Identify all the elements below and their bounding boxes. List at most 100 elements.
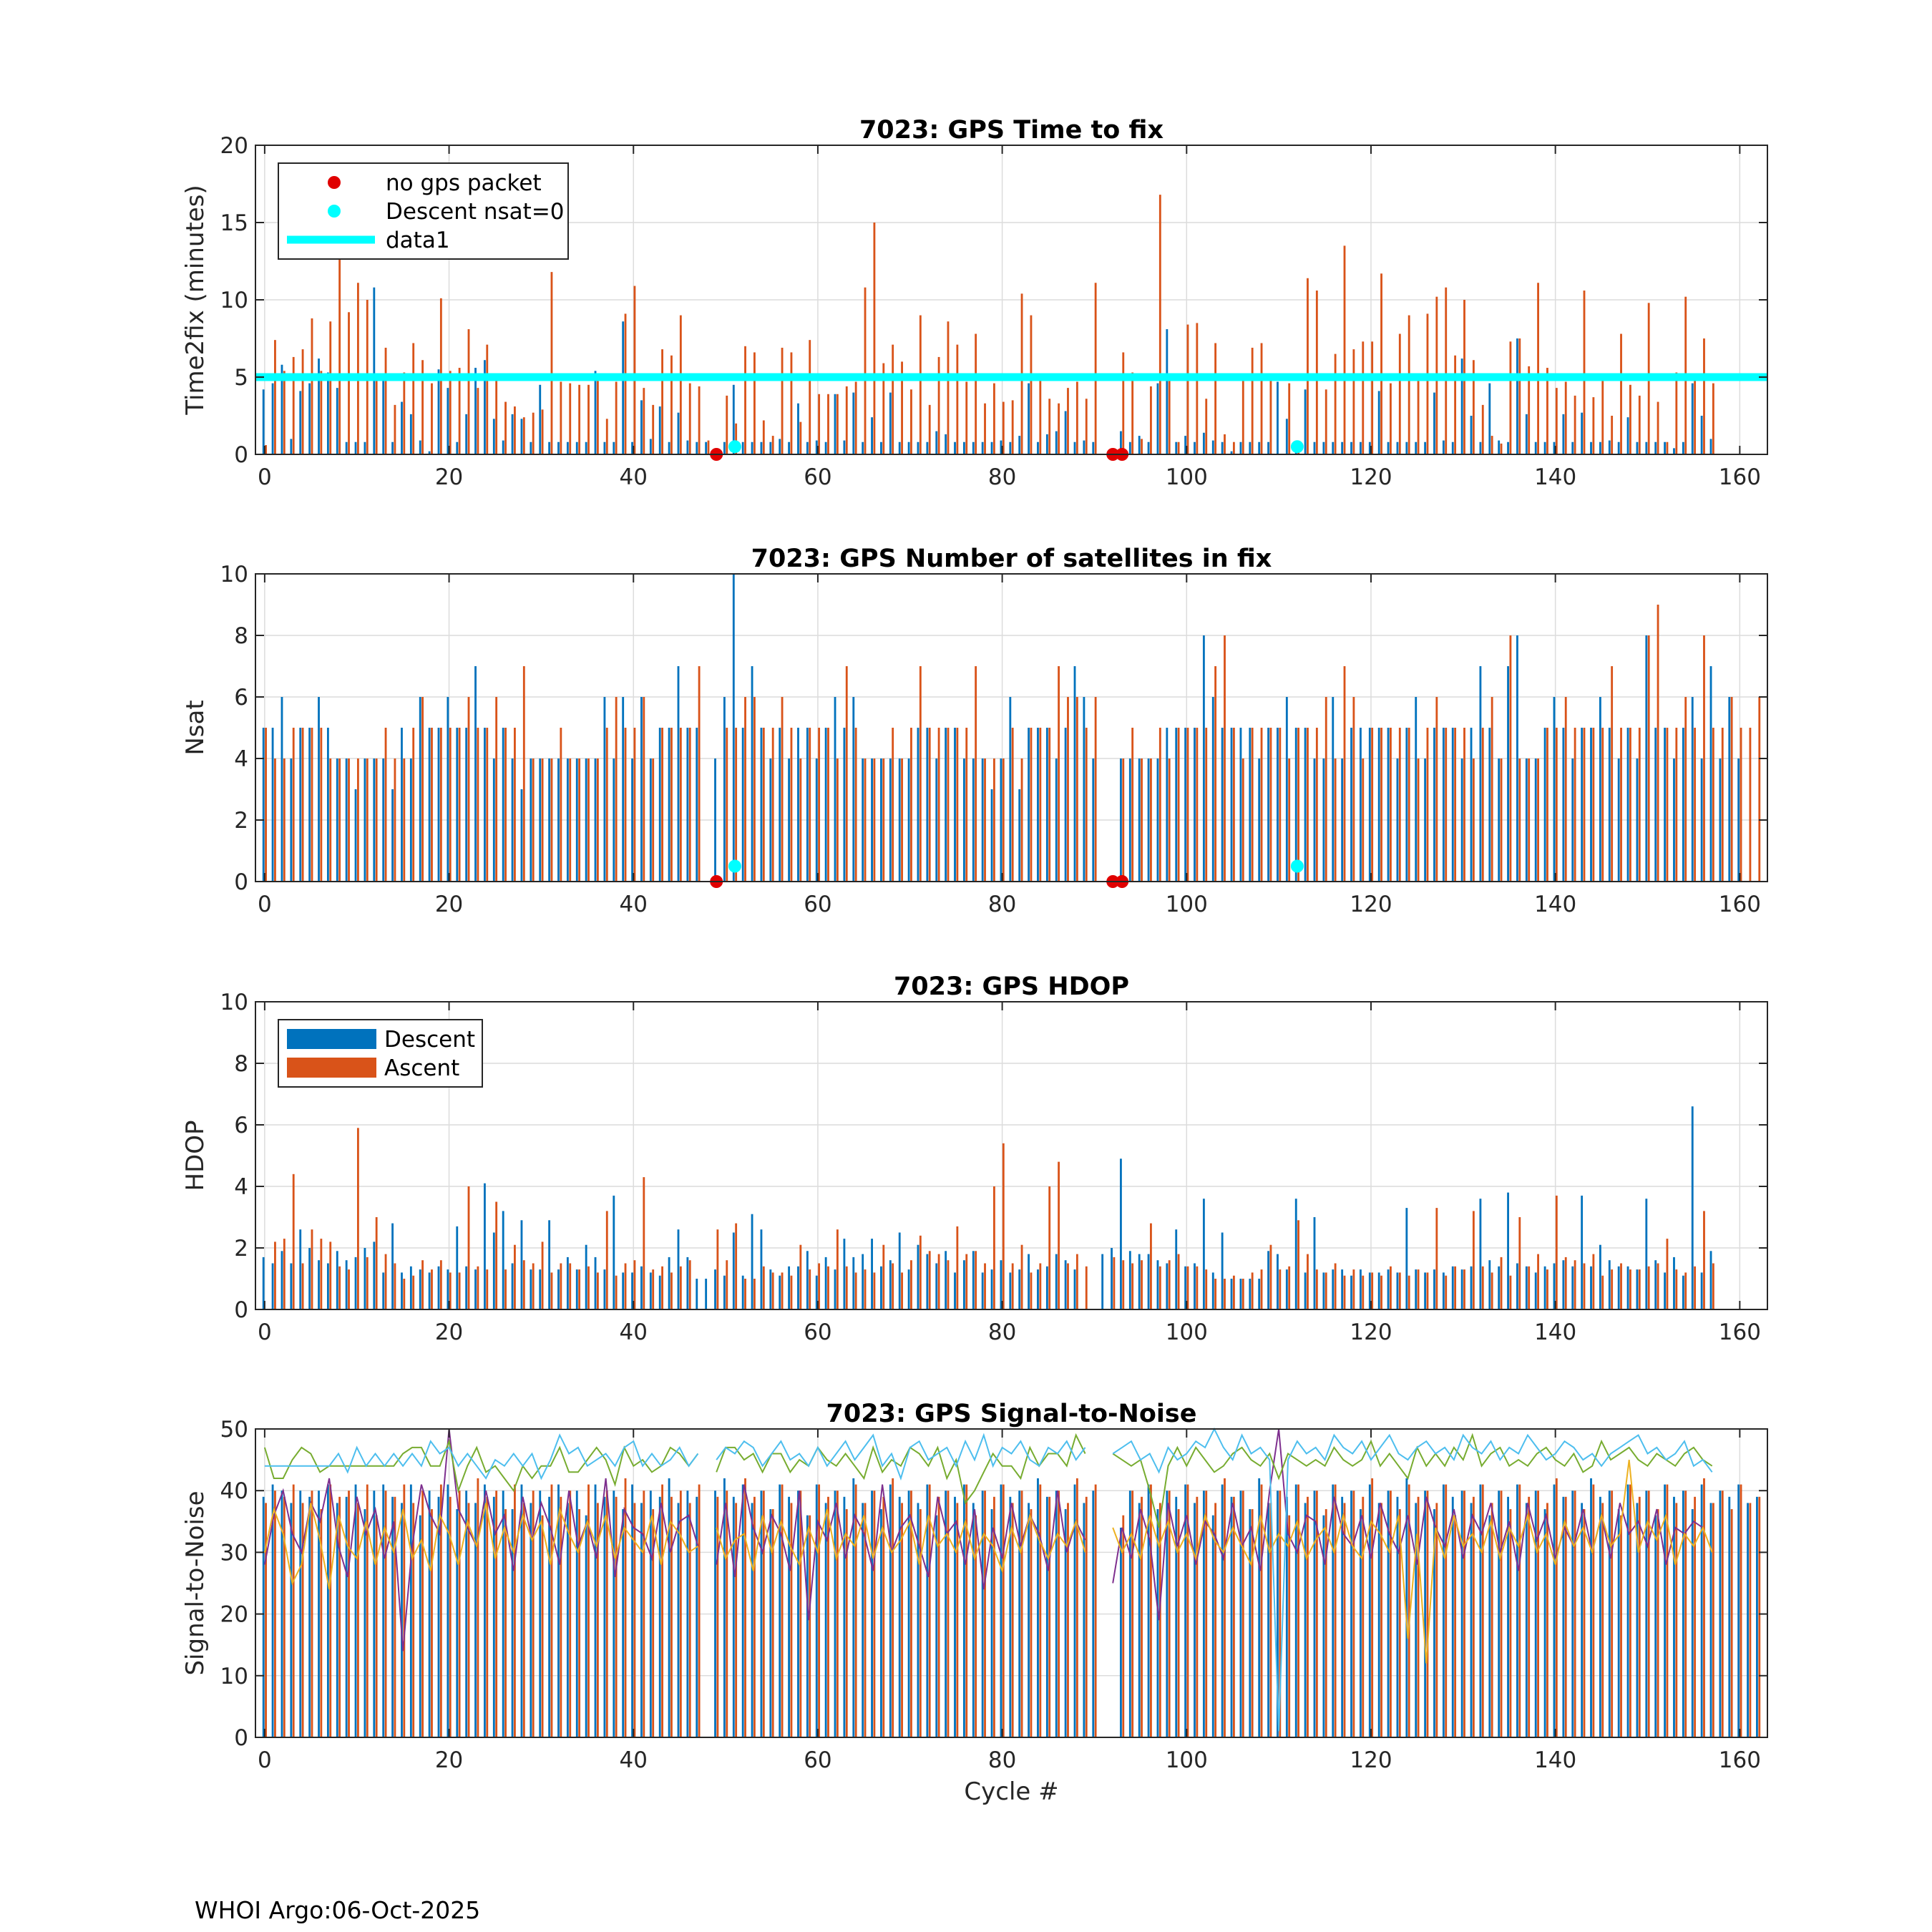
bar-ascent (1407, 728, 1410, 882)
bar-ascent (818, 1263, 821, 1309)
bar-descent (1322, 1515, 1325, 1737)
bar-descent (1562, 1260, 1565, 1309)
bar-descent (1377, 1503, 1380, 1737)
bar-descent (1092, 758, 1095, 882)
bar-descent (1654, 441, 1657, 454)
bar-descent (1211, 1515, 1214, 1737)
x-tick-label: 140 (1534, 464, 1576, 490)
bar-ascent (1629, 384, 1631, 454)
bar-descent (751, 666, 753, 882)
bar-ascent (1712, 1503, 1714, 1737)
x-tick-label: 60 (804, 1319, 831, 1345)
bar-ascent (790, 1503, 793, 1737)
bar-descent (1387, 728, 1390, 882)
bar-descent (1673, 1257, 1675, 1309)
bar-descent (1128, 441, 1131, 454)
bar-ascent (366, 758, 369, 882)
bar-ascent (928, 1251, 931, 1309)
bar-descent (1543, 728, 1546, 882)
bar-ascent (1518, 338, 1521, 454)
bar-ascent (1509, 635, 1512, 882)
bar-ascent (578, 758, 581, 882)
bar-ascent (956, 344, 959, 454)
bar-descent (1368, 1272, 1371, 1309)
bar-ascent (827, 394, 829, 454)
bar-descent (585, 1244, 587, 1309)
legend-no-gps-swatch (328, 176, 341, 189)
bar-descent (889, 1484, 892, 1737)
bar-ascent (1417, 1496, 1420, 1737)
bar-ascent (1417, 758, 1420, 882)
bar-ascent (338, 758, 341, 882)
bar-descent (1064, 1509, 1067, 1737)
bar-descent (1350, 441, 1352, 454)
bar-descent (290, 1503, 293, 1737)
x-tick-label: 100 (1166, 892, 1208, 917)
bar-ascent (744, 1279, 746, 1309)
bar-ascent (1675, 1269, 1678, 1309)
bar-ascent (384, 347, 387, 454)
bar-descent (1332, 697, 1335, 882)
bar-ascent (1205, 399, 1208, 454)
bar-descent (1442, 1484, 1445, 1737)
bar-ascent (1279, 1491, 1282, 1737)
bar-ascent (661, 728, 663, 882)
bar-ascent (541, 409, 544, 454)
bar-ascent (845, 386, 848, 454)
bar-ascent (283, 1496, 286, 1737)
bar-ascent (670, 355, 673, 454)
bar-descent (907, 758, 910, 882)
bar-descent (557, 1484, 560, 1737)
bar-ascent (1435, 1208, 1438, 1309)
y-axis-label: HDOP (181, 1120, 210, 1191)
bar-ascent (1481, 404, 1484, 454)
bar-ascent (301, 349, 304, 454)
bar-descent (1451, 1496, 1454, 1737)
chart-title: 7023: GPS Time to fix (859, 116, 1164, 145)
bar-descent (1221, 1484, 1224, 1737)
bar-ascent (956, 728, 959, 882)
y-tick-label: 6 (234, 1113, 248, 1138)
bar-descent (1285, 1496, 1288, 1737)
bar-descent (1498, 758, 1501, 882)
bar-ascent (1122, 352, 1125, 454)
bar-ascent (892, 1263, 894, 1309)
bar-descent (1175, 441, 1178, 454)
bar-ascent (1150, 758, 1152, 882)
bar-descent (843, 1239, 846, 1309)
bar-ascent (1390, 383, 1392, 454)
bar-descent (280, 1251, 283, 1309)
bar-ascent (781, 1272, 784, 1309)
bar-ascent (1390, 1266, 1392, 1309)
bar-descent (1350, 1491, 1352, 1737)
bar-ascent (1241, 1279, 1244, 1309)
bar-descent (1175, 1496, 1178, 1737)
bar-descent (917, 1244, 919, 1309)
bar-ascent (356, 1128, 359, 1309)
bar-ascent (1343, 1275, 1346, 1309)
bar-descent (1682, 441, 1684, 454)
bar-descent (935, 1263, 938, 1309)
bar-ascent (532, 412, 535, 454)
bar-ascent (762, 1266, 765, 1309)
y-tick-label: 50 (220, 1417, 248, 1443)
bar-descent (788, 441, 791, 454)
bar-descent (354, 441, 357, 454)
bar-descent (520, 1484, 523, 1737)
bar-descent (843, 440, 846, 454)
bar-descent (447, 388, 449, 454)
x-tick-label: 0 (258, 1319, 272, 1345)
bar-descent (1581, 1195, 1584, 1309)
bar-descent (373, 1241, 376, 1309)
bar-ascent (1528, 366, 1531, 454)
bar-descent (658, 728, 661, 882)
bar-descent (871, 1239, 873, 1309)
bar-descent (668, 1257, 670, 1309)
bar-ascent (809, 728, 811, 882)
bar-ascent (790, 728, 793, 882)
bar-ascent (458, 1491, 461, 1737)
bar-ascent (901, 1272, 903, 1309)
bar-descent (1258, 1478, 1261, 1737)
bar-ascent (975, 1251, 977, 1309)
